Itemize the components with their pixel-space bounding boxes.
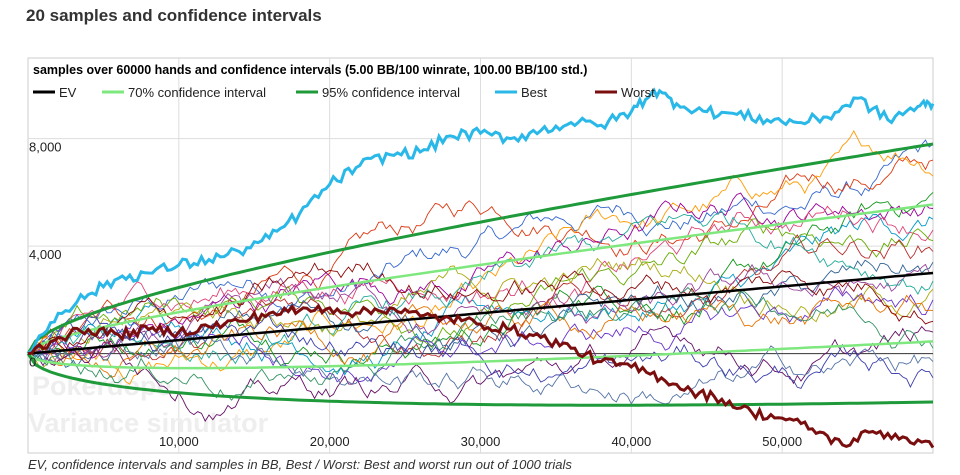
page-heading: 20 samples and confidence intervals	[26, 6, 322, 25]
chart-caption: EV, confidence intervals and samples in …	[28, 457, 572, 472]
legend-item-0: EV	[33, 85, 77, 100]
y-tick-label-2: 8,000	[29, 140, 62, 155]
ev-line	[27, 271, 934, 355]
x-tick-label-2: 30,000	[461, 434, 501, 449]
legend: EV 70% confidence interval 95% confidence …	[33, 85, 655, 100]
legend-item-3: Best	[495, 85, 547, 100]
sample-line-3	[27, 192, 934, 368]
ci95-upper-line	[26, 142, 934, 355]
ci70-lower-line	[27, 340, 934, 370]
legend-label-1: 70% confidence interval	[128, 85, 266, 100]
best-worst-runs	[27, 87, 935, 449]
sample-line-0	[27, 139, 934, 354]
sample-line-7	[27, 218, 934, 354]
sample-line-18	[27, 330, 934, 405]
watermark-line-1: Pokerdope	[32, 371, 172, 401]
sample-line-17	[27, 286, 934, 401]
sample-line-5	[27, 214, 934, 376]
legend-item-2: 95% confidence interval	[296, 85, 460, 100]
tick-labels: 10,000 20,000 30,000 40,000 50,000 0 4,000 8,00…	[29, 140, 802, 449]
y-tick-label-1: 4,000	[29, 247, 62, 262]
legend-label-4: Worst	[621, 85, 655, 100]
ci70-upper-line	[27, 203, 934, 355]
confidence-bands	[26, 142, 934, 407]
x-tick-label-1: 20,000	[310, 434, 350, 449]
legend-label-0: EV	[59, 85, 77, 100]
legend-item-1: 70% confidence interval	[102, 85, 266, 100]
grid-lines	[28, 58, 933, 453]
sample-line-14	[27, 294, 934, 378]
worst-line	[27, 303, 935, 449]
sample-line-15	[27, 262, 934, 354]
legend-label-3: Best	[521, 85, 547, 100]
legend-label-2: 95% confidence interval	[322, 85, 460, 100]
x-tick-label-3: 40,000	[611, 434, 651, 449]
best-line	[27, 87, 935, 355]
x-tick-label-4: 50,000	[762, 434, 802, 449]
legend-item-4: Worst	[595, 85, 655, 100]
chart-title: samples over 60000 hands and confidence …	[33, 63, 587, 77]
ci95-lower-line	[26, 352, 934, 407]
sample-line-1	[27, 155, 934, 357]
x-tick-label-0: 10,000	[159, 434, 199, 449]
y-tick-label-0: 0	[29, 355, 36, 370]
sample-line-13	[27, 286, 934, 383]
watermark-line-2: Variance simulator	[28, 408, 269, 438]
watermark: Pokerdope Variance simulator	[28, 371, 269, 438]
sample-line-2	[27, 129, 934, 385]
